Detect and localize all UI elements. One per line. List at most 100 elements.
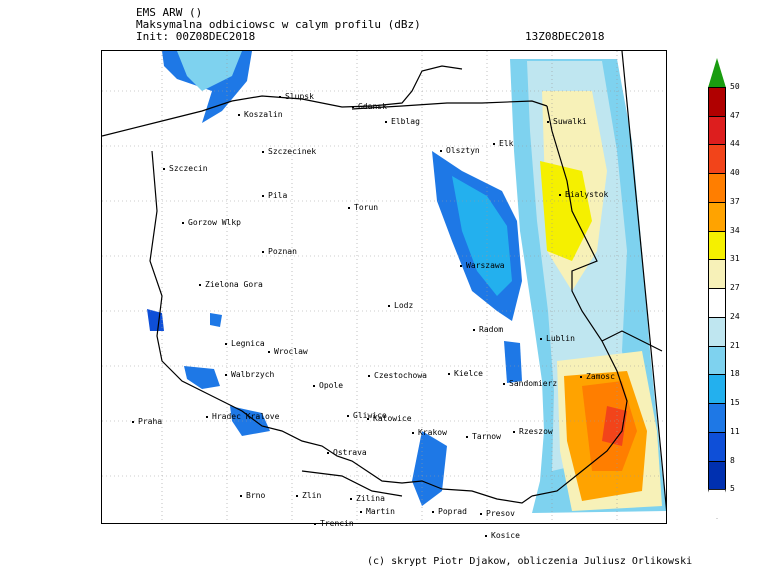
legend-level-label: 5 [730, 484, 735, 494]
city-marker [367, 417, 369, 420]
city-name: Radom [479, 325, 504, 334]
city-name: Gorzow Wlkp [188, 218, 241, 227]
city-marker [440, 149, 442, 152]
city-marker [262, 250, 264, 253]
city-marker [473, 328, 475, 331]
city-marker [296, 494, 298, 497]
city-marker [199, 283, 201, 286]
city-name: Kosice [491, 531, 520, 540]
city-marker [279, 95, 281, 98]
city-marker [547, 120, 549, 123]
city-czestochowa: Czestochowa [368, 371, 427, 380]
city-name: Torun [354, 203, 379, 212]
city-name: Suwalki [553, 117, 587, 126]
city-kielce: Kielce [448, 369, 483, 378]
legend-swatch [708, 259, 726, 289]
legend-swatch [708, 374, 726, 404]
city-name: Bialystok [565, 190, 609, 199]
city-name: Slupsk [285, 92, 314, 101]
city-marker [503, 382, 505, 385]
city-opole: Opole [313, 381, 343, 390]
legend-swatch [708, 345, 726, 376]
city-name: Szczecinek [268, 147, 317, 156]
legend-level-label: 44 [730, 139, 740, 149]
legend-swatch [708, 316, 726, 347]
city-pila: Pila [262, 191, 287, 200]
legend-level-label: 37 [730, 196, 740, 206]
city-marker [238, 113, 240, 116]
city-name: Wroclaw [274, 347, 308, 356]
city-zilina: Zilina [350, 494, 385, 503]
city-name: Gliwice [353, 411, 387, 420]
city-marker [480, 512, 482, 515]
model-title: EMS ARW () [136, 6, 203, 19]
legend-swatch [708, 230, 726, 261]
city-name: Pila [268, 191, 288, 200]
city-katowice: Katowice [367, 414, 412, 423]
city-marker [388, 304, 390, 307]
city-marker [182, 221, 184, 224]
color-legend [708, 58, 726, 519]
legend-level-label: 34 [730, 225, 740, 235]
city-torun: Torun [348, 203, 378, 212]
city-sandomierz: Sandomierz [503, 379, 557, 388]
legend-level-label: 15 [730, 398, 740, 407]
city-marker [132, 420, 134, 423]
city-marker [385, 120, 387, 123]
city-name: Zilina [356, 494, 385, 503]
city-marker [580, 375, 582, 378]
city-name: Warszawa [466, 261, 505, 270]
city-rzeszow: Rzeszow [513, 427, 553, 436]
city-name: Zielona Gora [205, 280, 263, 289]
echo-nw-light [177, 51, 242, 91]
city-name: Poprad [438, 507, 467, 516]
legend-swatch [708, 144, 726, 174]
city-name: Ostrava [333, 448, 367, 457]
city-name: Elk [499, 139, 514, 148]
city-poznan: Poznan [262, 247, 297, 256]
city-name: Krakow [418, 428, 447, 437]
city-szczecin: Szczecin [163, 164, 208, 173]
city-marker [350, 497, 352, 500]
legend-level-label: 21 [730, 340, 740, 350]
city-name: Hradec Kralove [212, 412, 280, 421]
city-marker [268, 350, 270, 353]
city-name: Presov [486, 509, 515, 518]
border-ukr [601, 330, 663, 352]
city-marker [360, 510, 362, 513]
echo-south-red [602, 406, 627, 446]
border-east [531, 105, 628, 497]
city-zlin: Zlin [296, 491, 321, 500]
legend-level-label: 18 [730, 369, 740, 379]
country-borders [102, 51, 666, 511]
city-kosice: Kosice [485, 531, 520, 540]
city-name: Olsztyn [446, 146, 480, 155]
echo-yellow [540, 161, 592, 261]
legend-swatch [708, 86, 726, 117]
city-olsztyn: Olsztyn [440, 146, 480, 155]
city-marker [240, 494, 242, 497]
city-hradec: Hradec Kralove [206, 412, 279, 421]
legend-swatch [708, 403, 726, 433]
city-lublin: Lublin [540, 334, 575, 343]
city-name: Zlin [302, 491, 322, 500]
city-marker [313, 384, 315, 387]
city-marker [262, 150, 264, 153]
legend-level-label: 8 [730, 455, 735, 465]
city-name: Walbrzych [231, 370, 275, 379]
city-suwalki: Suwalki [547, 117, 587, 126]
city-marker [348, 206, 350, 209]
border-west [149, 150, 443, 490]
echo-small-3 [504, 341, 522, 383]
city-walbrzych: Walbrzych [225, 370, 274, 379]
city-marker [540, 337, 542, 340]
echo-small-2 [210, 313, 222, 327]
city-name: Brno [246, 491, 266, 500]
map-panel [101, 50, 667, 524]
city-name: Katowice [373, 414, 412, 423]
city-marker [466, 435, 468, 438]
city-szczecinek: Szczecinek [262, 147, 316, 156]
city-name: Lodz [394, 301, 414, 310]
valid-time: 13Z08DEC2018 [525, 30, 605, 43]
city-wroclaw: Wroclaw [268, 347, 308, 356]
